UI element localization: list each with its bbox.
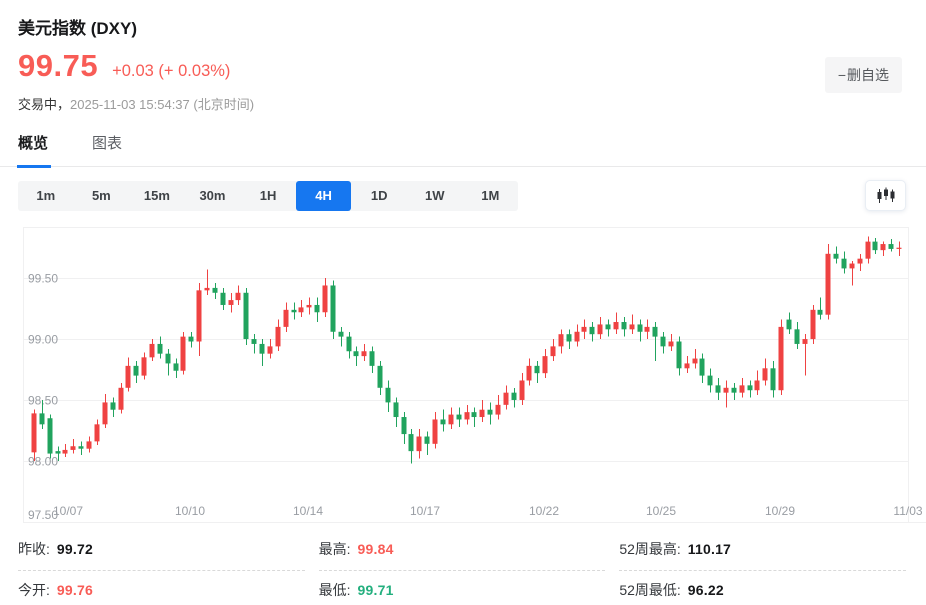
timeframe-1m-month[interactable]: 1M <box>481 188 500 203</box>
stat-prev-close: 昨收: 99.72 <box>18 530 305 571</box>
timeframe-selector: 1m 5m 15m 30m 1H 4H 1D 1W 1M <box>18 180 518 211</box>
price-row: 99.75 +0.03 (+ 0.03%) <box>18 48 230 84</box>
stats-column-2: 最高: 99.84 最低: 99.71 <box>318 530 606 605</box>
timeframe-1m[interactable]: 1m <box>36 188 56 203</box>
svg-text:99.00: 99.00 <box>28 333 58 347</box>
candlestick-chart[interactable]: 99.50 99.00 98.50 98.00 97.50 10/07 10/10 10/14… <box>23 227 926 523</box>
timeframe-30m[interactable]: 30m <box>199 188 226 203</box>
stat-open: 今开: 99.76 <box>18 571 305 605</box>
stat-value: 110.17 <box>687 541 732 557</box>
svg-text:97.50: 97.50 <box>28 508 58 522</box>
svg-text:10/10: 10/10 <box>175 504 205 518</box>
last-price: 99.75 <box>18 48 99 83</box>
candlestick-icon <box>876 187 896 205</box>
stat-52w-low: 52周最低: 96.22 <box>619 571 906 605</box>
stat-value: 99.76 <box>56 582 93 598</box>
svg-text:10/07: 10/07 <box>53 504 83 518</box>
svg-text:98.00: 98.00 <box>28 455 58 469</box>
svg-text:10/25: 10/25 <box>646 504 676 518</box>
remove-watchlist-button[interactable]: − 删自选 <box>824 57 902 93</box>
stat-value: 99.72 <box>56 541 93 557</box>
stat-high: 最高: 99.84 <box>318 530 606 571</box>
stats-section: 昨收: 99.72 今开: 99.76 最高: 99.84 最低: 99.71 … <box>18 530 906 605</box>
svg-text:10/29: 10/29 <box>765 504 795 518</box>
stat-label: 最低: <box>318 582 351 598</box>
timeframe-row: 1m 5m 15m 30m 1H 4H 1D 1W 1M <box>18 180 906 211</box>
timeframe-1w[interactable]: 1W <box>424 188 445 203</box>
svg-text:10/17: 10/17 <box>410 504 440 518</box>
price-change: +0.03 (+ 0.03%) <box>112 62 231 80</box>
status-label: 交易中， <box>18 97 71 112</box>
stats-column-3: 52周最高: 110.17 52周最低: 96.22 <box>619 530 906 605</box>
svg-text:10/14: 10/14 <box>293 504 323 518</box>
timeframe-5m[interactable]: 5m <box>91 188 111 203</box>
svg-text:10/22: 10/22 <box>529 504 559 518</box>
stat-value: 96.22 <box>687 582 724 598</box>
stat-52w-high: 52周最高: 110.17 <box>619 530 906 571</box>
stat-value: 99.71 <box>357 582 394 598</box>
stat-low: 最低: 99.71 <box>319 571 606 605</box>
status-timestamp: 2025-11-03 15:54:37 (北京时间) <box>70 97 255 112</box>
tab-chart[interactable]: 图表 <box>92 135 123 152</box>
timeframe-4h[interactable]: 4H <box>295 180 352 211</box>
svg-text:11/03: 11/03 <box>893 504 922 518</box>
stat-label: 52周最低: <box>619 582 681 598</box>
page-title: 美元指数 (DXY) <box>18 19 137 38</box>
tab-bar: 概览 图表 <box>0 132 926 168</box>
stat-label: 52周最高: <box>619 541 681 557</box>
stats-column-1: 昨收: 99.72 今开: 99.76 <box>18 530 305 605</box>
tab-overview[interactable]: 概览 <box>16 132 52 168</box>
remove-watchlist-label: 删自选 <box>847 67 889 83</box>
stat-value: 99.84 <box>357 541 394 557</box>
timeframe-15m[interactable]: 15m <box>143 188 170 203</box>
chart-type-button[interactable] <box>865 180 906 211</box>
timeframe-1h[interactable]: 1H <box>259 188 277 203</box>
stat-label: 今开: <box>18 582 50 598</box>
minus-icon: − <box>837 67 846 83</box>
svg-text:98.50: 98.50 <box>28 394 58 408</box>
stat-label: 最高: <box>318 541 351 557</box>
timeframe-1d[interactable]: 1D <box>370 188 388 203</box>
trading-status: 交易中，2025-11-03 15:54:37 (北京时间) <box>18 94 254 113</box>
svg-text:99.50: 99.50 <box>28 272 58 286</box>
stat-label: 昨收: <box>18 541 50 557</box>
